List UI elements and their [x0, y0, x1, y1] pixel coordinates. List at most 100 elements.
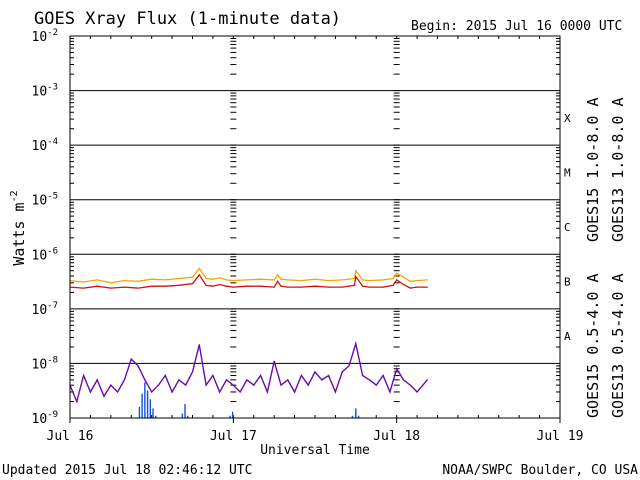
point-goes13-short — [253, 384, 255, 386]
point-goes13-short — [178, 379, 180, 381]
x-tick-label: Jul 17 — [210, 429, 257, 444]
point-goes13-long — [151, 278, 153, 280]
point-goes13-short — [130, 358, 132, 360]
y-tick-label: 10-5 — [32, 192, 59, 209]
point-goes13-short — [205, 384, 207, 386]
point-goes13-short — [157, 384, 160, 386]
y-tick-label: 10-2 — [32, 28, 59, 45]
svg-text:Watts m-2: Watts m-2 — [9, 190, 28, 265]
credit-label: NOAA/SWPC Boulder, CO USA — [442, 463, 638, 478]
point-goes13-short — [144, 379, 146, 381]
point-goes13-short — [314, 371, 316, 373]
point-goes15-long — [178, 284, 180, 286]
flare-class-c: C — [564, 221, 571, 234]
point-goes13-long — [198, 267, 200, 270]
point-goes13-long — [328, 279, 330, 282]
y-tick-label: 10-9 — [32, 410, 59, 427]
flare-class-a: A — [564, 330, 571, 343]
point-goes15-long — [426, 286, 428, 288]
y-axis-label-exponent: -2 — [9, 190, 20, 202]
point-goes15-long — [137, 287, 139, 289]
flare-class-labels: X M C B A — [564, 112, 571, 343]
x-tick-label: Jul 19 — [537, 429, 584, 444]
point-goes15-long — [219, 283, 221, 286]
point-goes15-long — [392, 284, 394, 286]
y-tick-exponent: -3 — [47, 83, 58, 93]
legend-goes13-short: GOES13 0.5-4.0 A — [609, 274, 627, 419]
point-goes13-long — [273, 279, 275, 281]
point-goes15-long — [300, 286, 302, 288]
point-goes15-long — [382, 286, 384, 288]
point-goes13-short — [416, 391, 418, 393]
point-goes13-short — [300, 374, 302, 377]
point-goes15-long — [409, 287, 411, 289]
point-goes13-short — [83, 374, 85, 377]
point-goes13-long — [353, 277, 356, 280]
point-goes13-long — [314, 278, 316, 280]
point-goes15-long — [225, 285, 228, 287]
point-goes13-short — [171, 391, 173, 393]
y-tick-base: 10 — [32, 303, 48, 318]
point-goes13-long — [362, 279, 364, 281]
point-goes15-long — [83, 287, 85, 289]
point-goes13-short — [368, 379, 371, 381]
point-goes15-long — [205, 284, 207, 286]
point-goes15-long — [396, 279, 398, 281]
y-tick-exponent: -9 — [47, 410, 58, 420]
legend: GOES15 1.0-8.0 A GOES13 1.0-8.0 A GOES15… — [584, 98, 627, 419]
y-tick-exponent: -8 — [47, 355, 58, 365]
point-goes15-long — [232, 286, 234, 288]
point-goes15-long — [353, 284, 356, 286]
point-goes13-long — [205, 277, 207, 280]
point-goes15-long — [123, 286, 126, 288]
point-goes13-long — [164, 279, 166, 281]
point-goes15-long — [355, 276, 357, 278]
point-goes13-long — [280, 278, 282, 280]
point-goes15-long — [280, 285, 282, 287]
point-goes13-short — [239, 391, 241, 393]
y-tick-labels: 10-210-310-410-510-610-710-810-9 — [32, 28, 59, 427]
point-goes13-short — [185, 384, 187, 386]
x-tick-label: Jul 18 — [373, 429, 420, 444]
y-tick-exponent: -6 — [47, 246, 58, 256]
point-goes13-short — [321, 379, 323, 381]
point-goes13-short — [348, 365, 350, 367]
point-goes13-short — [246, 379, 248, 381]
y-tick-base: 10 — [32, 412, 48, 427]
point-goes13-short — [198, 344, 200, 346]
y-tick-exponent: -2 — [47, 28, 58, 38]
point-goes13-long — [396, 272, 398, 274]
point-goes13-long — [191, 276, 194, 278]
point-goes13-long — [259, 278, 262, 280]
point-goes15-long — [191, 283, 194, 285]
x-tick-labels: Jul 16 Jul 17 Jul 18 Jul 19 — [47, 429, 584, 444]
y-tick-label: 10-4 — [32, 137, 59, 154]
point-goes13-long — [409, 280, 411, 282]
point-goes13-short — [293, 391, 296, 393]
point-goes13-short — [396, 368, 398, 370]
point-goes15-long — [276, 280, 279, 282]
point-goes13-long — [178, 277, 180, 280]
y-tick-label: 10-7 — [32, 301, 59, 318]
y-tick-exponent: -7 — [47, 301, 58, 311]
point-goes13-long — [416, 279, 418, 282]
point-goes13-short — [382, 374, 384, 377]
point-goes15-long — [362, 285, 364, 287]
point-goes13-long — [392, 277, 394, 280]
point-goes13-long — [300, 279, 302, 282]
point-goes13-short — [280, 384, 282, 386]
point-goes13-short — [287, 379, 289, 381]
point-goes13-short — [191, 371, 194, 373]
plot-frame — [69, 35, 561, 419]
point-goes13-short — [76, 400, 78, 403]
point-goes13-short — [117, 391, 119, 393]
point-goes13-long — [402, 276, 405, 278]
point-goes13-short — [341, 371, 343, 373]
point-goes15-long — [164, 285, 166, 287]
point-goes13-short — [110, 384, 112, 386]
point-goes13-short — [123, 379, 126, 381]
point-goes13-short — [409, 384, 411, 386]
legend-goes15-short: GOES15 0.5-4.0 A — [584, 274, 602, 419]
